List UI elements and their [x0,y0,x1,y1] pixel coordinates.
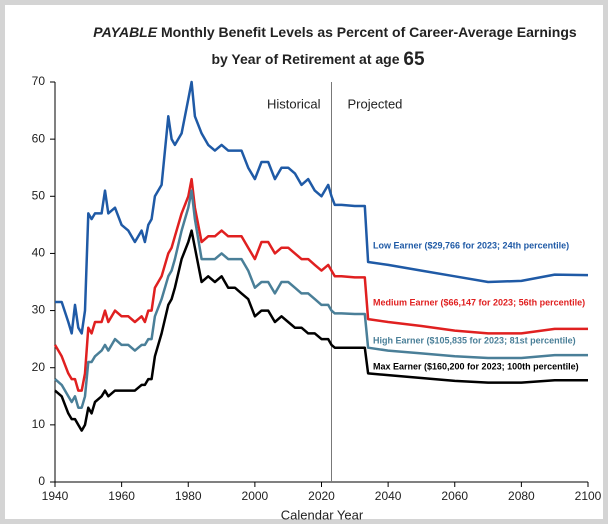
y-tick-label: 10 [32,417,46,431]
series-label: High Earner ($105,835 for 2023; 81st per… [373,335,576,345]
x-tick-label: 2000 [242,489,269,503]
series-label: Low Earner ($29,766 for 2023; 24th perce… [373,240,569,250]
y-tick-label: 60 [32,131,46,145]
series-line [55,80,589,335]
x-tick-label: 1940 [42,489,69,503]
y-tick-label: 40 [32,246,46,260]
subtitle-text: by Year of Retirement at age [211,51,403,67]
x-tick-label: 2060 [441,489,468,503]
y-tick-label: 30 [32,303,46,317]
x-axis-label: Calendar Year [281,507,364,522]
title-rest: Monthly Benefit Levels as Percent of Car… [157,24,577,40]
y-tick-label: 70 [32,74,46,88]
y-tick-label: 0 [38,474,45,488]
y-tick-label: 20 [32,360,46,374]
x-tick-label: 2020 [308,489,335,503]
chart-title: PAYABLE Monthly Benefit Levels as Percen… [93,24,577,40]
title-emphasis: PAYABLE [93,24,157,40]
series-line [54,189,588,409]
annotation: Historical [267,96,321,111]
series-label: Medium Earner ($66,147 for 2023; 56th pe… [373,297,585,307]
series-line [54,229,588,432]
x-tick-label: 2100 [575,489,602,503]
series-line [53,177,588,392]
series-label: Max Earner ($160,200 for 2023; 100th per… [373,361,579,371]
y-tick-label: 50 [32,188,46,202]
x-tick-label: 2040 [375,489,402,503]
chart-subtitle: by Year of Retirement at age 65 [211,49,425,70]
subtitle-age: 65 [403,49,425,70]
annotation: Projected [347,96,402,111]
x-tick-label: 1960 [108,489,135,503]
panel [5,5,603,519]
x-tick-label: 1980 [175,489,202,503]
x-tick-label: 2080 [508,489,535,503]
